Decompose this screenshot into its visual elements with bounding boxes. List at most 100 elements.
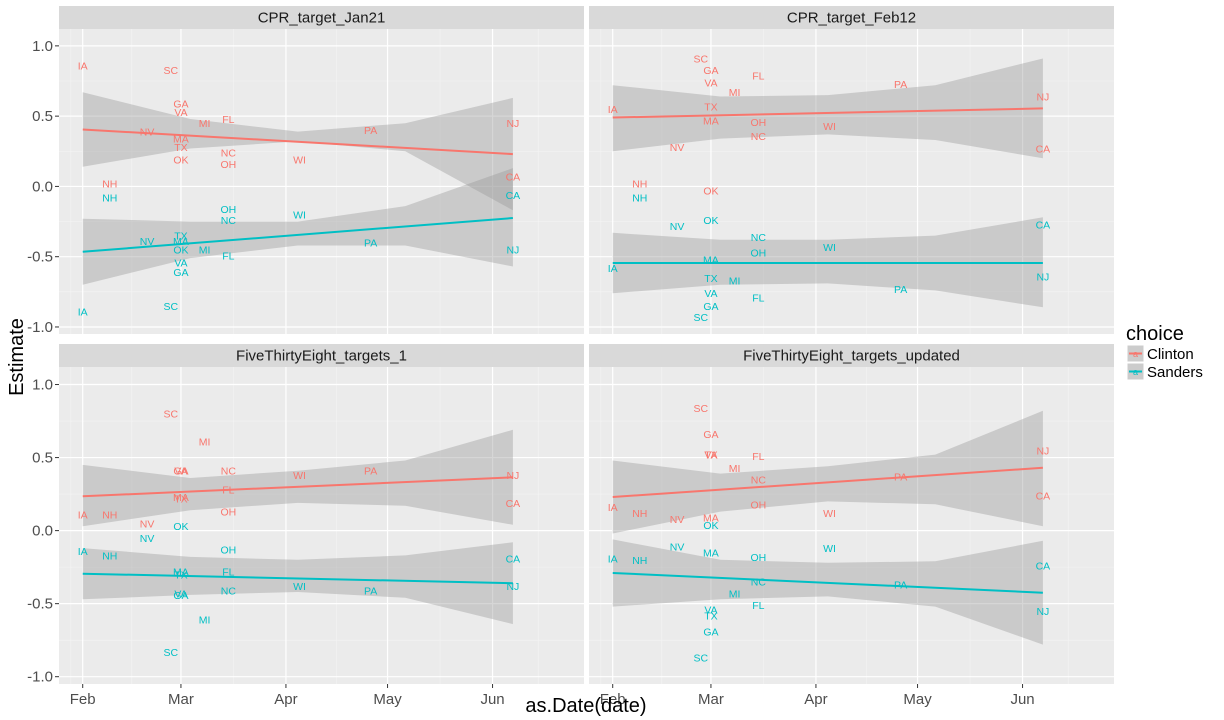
facet-title: FiveThirtyEight_targets_updated [743, 348, 960, 365]
state-label-fl: FL [752, 451, 764, 463]
facet-strip [589, 6, 1114, 29]
state-label-ca: CA [1036, 491, 1051, 503]
state-label-nh: NH [102, 179, 117, 191]
state-label-nj: NJ [506, 245, 519, 257]
state-label-ga: GA [173, 590, 188, 602]
legend-key-glyph: a [1133, 349, 1138, 359]
y-axis-title: Estimate [6, 318, 28, 396]
y-tick-label: -1.0 [27, 669, 53, 686]
state-label-mi: MI [199, 245, 211, 257]
state-label-tx: TX [174, 142, 187, 154]
legend-item-clinton: a Clinton [1126, 344, 1194, 363]
state-label-nc: NC [221, 466, 237, 478]
state-label-nh: NH [632, 179, 647, 191]
state-label-nj: NJ [1036, 606, 1049, 618]
state-label-va: VA [174, 257, 187, 269]
facet-title: CPR_target_Jan21 [258, 10, 386, 27]
confidence-ribbon-sanders [82, 542, 513, 625]
state-label-sc: SC [163, 301, 178, 313]
state-label-nc: NC [221, 215, 237, 227]
state-label-ok: OK [703, 215, 718, 227]
y-tick-label: -0.5 [27, 249, 53, 266]
state-label-fl: FL [752, 70, 764, 82]
state-label-nj: NJ [506, 470, 519, 482]
y-tick-label: 0.5 [32, 450, 53, 467]
facet-panel-2: CPR_target_Feb12IANHNVSCGAVATXMAOKMIFLOH… [589, 6, 1114, 334]
state-label-ga: GA [173, 267, 188, 279]
x-tick-label: Mar [698, 691, 724, 708]
state-label-nh: NH [632, 555, 647, 567]
state-label-nh: NH [632, 508, 647, 520]
state-label-wi: WI [293, 470, 306, 482]
state-label-wi: WI [823, 543, 836, 555]
state-label-mi: MI [199, 615, 211, 627]
x-axis-title: as.Date(date) [525, 695, 646, 717]
state-label-oh: OH [750, 117, 766, 129]
state-label-ma: MA [703, 512, 719, 524]
state-label-pa: PA [364, 125, 377, 137]
state-label-ma: MA [703, 255, 719, 267]
state-label-mi: MI [729, 276, 741, 288]
legend: choice a Clinton a Sanders [1126, 323, 1203, 381]
state-label-sc: SC [693, 403, 708, 415]
state-label-nj: NJ [506, 118, 519, 130]
state-label-va: VA [174, 588, 187, 600]
state-label-fl: FL [222, 114, 234, 126]
y-tick-label: -1.0 [27, 319, 53, 336]
confidence-ribbon-sanders [612, 539, 1043, 645]
legend-label: Clinton [1147, 346, 1194, 363]
state-label-ia: IA [78, 307, 88, 319]
x-tick-label: Apr [804, 691, 827, 708]
state-label-sc: SC [693, 312, 708, 324]
state-label-nh: NH [102, 510, 117, 522]
state-label-wi: WI [823, 121, 836, 133]
state-label-sc: SC [163, 409, 178, 421]
state-label-fl: FL [222, 567, 234, 579]
state-label-nv: NV [140, 236, 155, 248]
state-label-nh: NH [632, 193, 647, 205]
state-label-mi: MI [729, 588, 741, 600]
state-label-oh: OH [750, 552, 766, 564]
state-label-nh: NH [102, 193, 117, 205]
state-label-nh: NH [102, 550, 117, 562]
state-label-mi: MI [199, 118, 211, 130]
state-label-ma: MA [173, 134, 189, 146]
facet-strip [59, 6, 584, 29]
trend-line-clinton [612, 107, 1043, 119]
y-tick-label: 1.0 [32, 38, 53, 55]
state-label-nc: NC [751, 474, 767, 486]
confidence-ribbon-clinton [612, 410, 1043, 534]
state-label-tx: TX [174, 231, 187, 243]
state-label-ma: MA [703, 115, 719, 127]
state-label-nv: NV [140, 533, 155, 545]
state-label-ga: GA [703, 65, 718, 77]
state-label-pa: PA [364, 466, 377, 478]
legend-key-glyph: a [1133, 367, 1138, 377]
trend-line-clinton [82, 476, 513, 498]
state-label-nj: NJ [1036, 91, 1049, 103]
facet-panel-1: CPR_target_Jan21IANHNVSCGAVAMATXOKMIFLNC… [27, 6, 584, 336]
state-label-oh: OH [220, 507, 236, 519]
state-label-tx: TX [704, 101, 717, 113]
state-label-wi: WI [823, 508, 836, 520]
state-label-oh: OH [220, 545, 236, 557]
state-label-ga: GA [173, 466, 188, 478]
state-label-oh: OH [750, 247, 766, 259]
trend-line-sanders [82, 217, 513, 253]
x-tick-label: May [903, 691, 932, 708]
trend-line-clinton [82, 128, 513, 156]
state-label-oh: OH [220, 204, 236, 216]
trend-line-sanders [612, 571, 1043, 594]
state-label-nv: NV [140, 518, 155, 530]
x-tick-label: Jun [1010, 691, 1034, 708]
trend-line-sanders [82, 572, 513, 585]
state-label-ma: MA [703, 548, 719, 560]
legend-title: choice [1126, 323, 1184, 345]
state-label-nc: NC [751, 232, 767, 244]
x-tick-label: Mar [168, 691, 194, 708]
state-label-ga: GA [703, 429, 718, 441]
y-tick-label: 0.0 [32, 178, 53, 195]
state-label-ok: OK [173, 521, 188, 533]
state-label-fl: FL [752, 292, 764, 304]
